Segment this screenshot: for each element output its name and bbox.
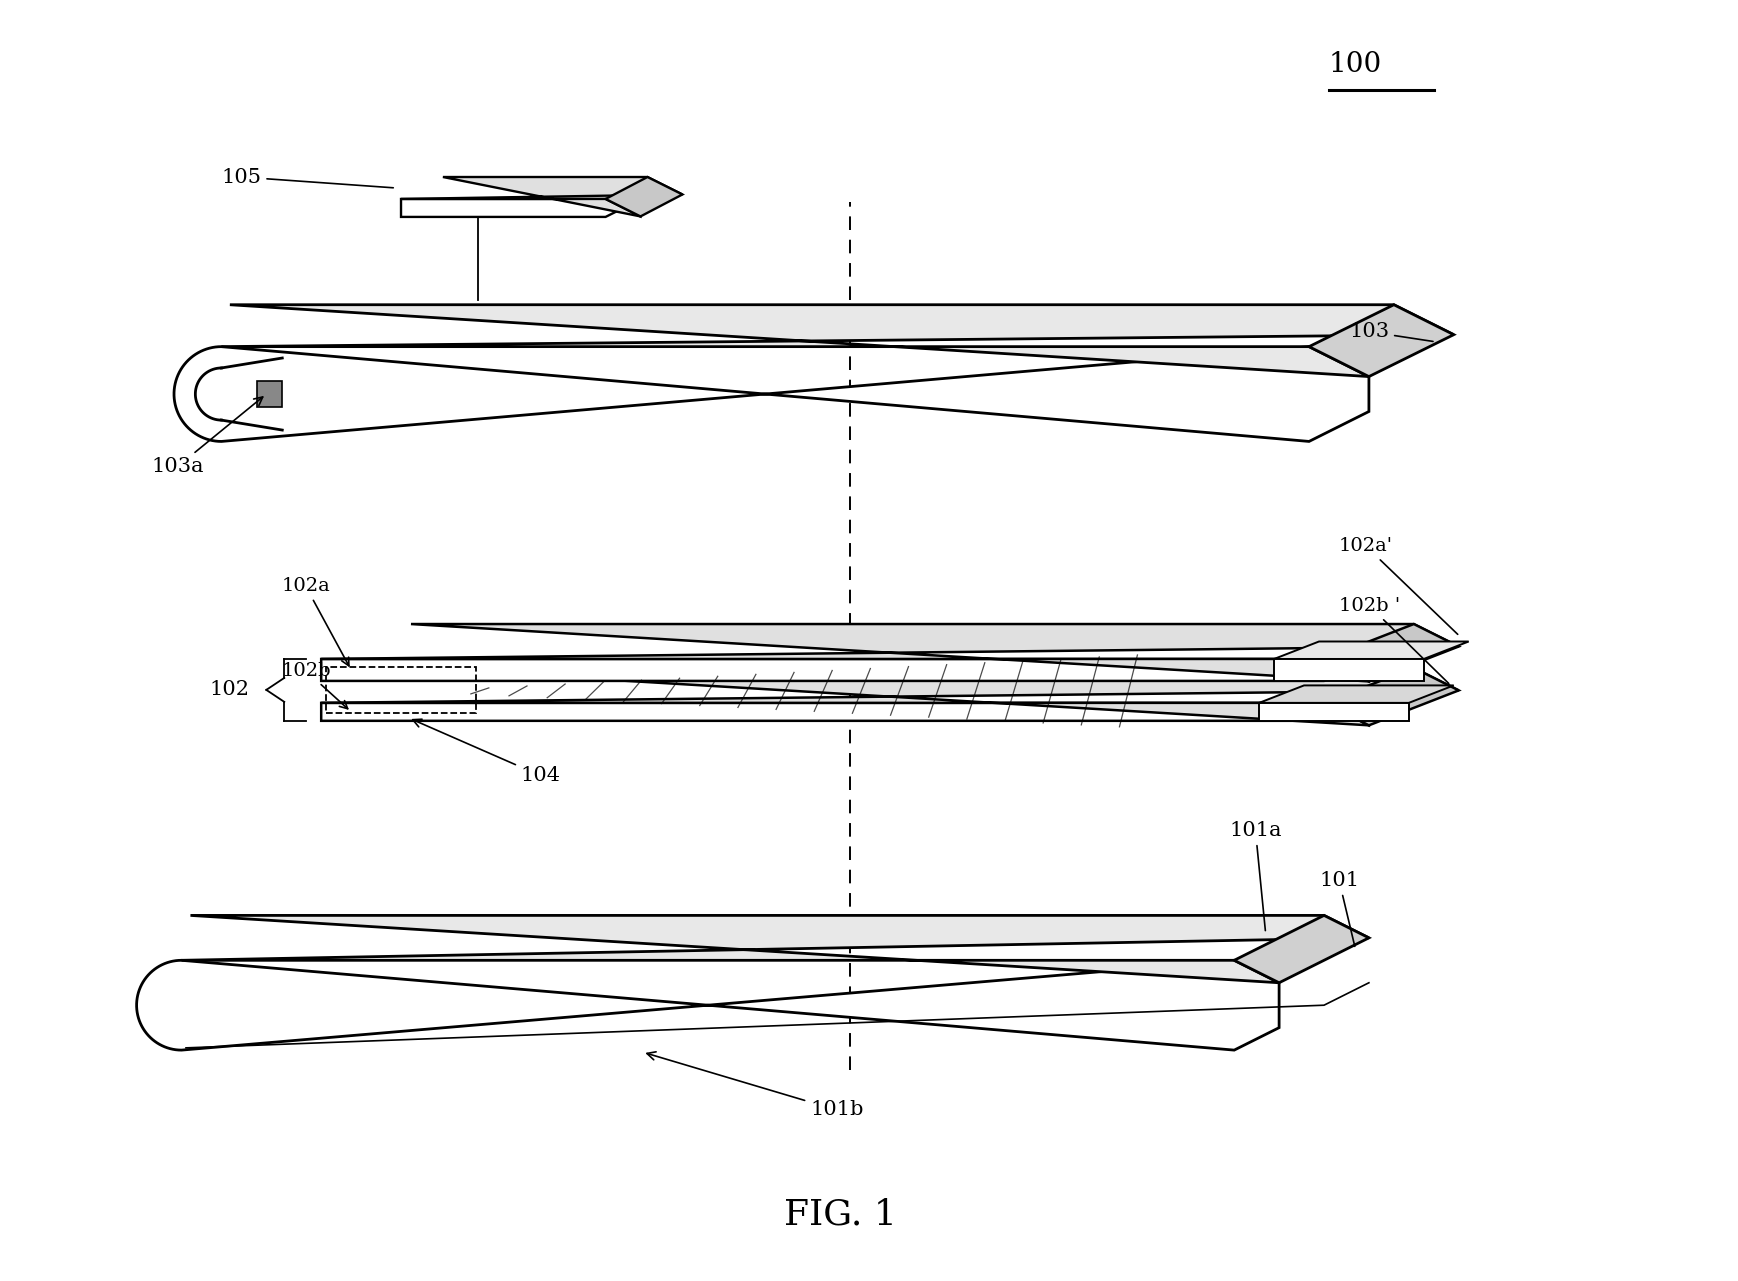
Polygon shape — [1258, 685, 1453, 703]
Text: 105: 105 — [221, 168, 393, 188]
Polygon shape — [221, 305, 1453, 377]
Polygon shape — [1324, 624, 1458, 681]
Text: 101: 101 — [1319, 871, 1359, 947]
Polygon shape — [322, 698, 1370, 725]
Polygon shape — [401, 199, 641, 216]
Text: 102: 102 — [209, 680, 249, 699]
Bar — [327, 667, 476, 712]
Text: 103a: 103a — [151, 397, 262, 475]
Text: 101a: 101a — [1229, 821, 1281, 930]
Polygon shape — [174, 347, 1370, 442]
Polygon shape — [1258, 703, 1410, 721]
Text: 102b ': 102b ' — [1338, 597, 1449, 684]
Text: FIG. 1: FIG. 1 — [784, 1198, 897, 1232]
Polygon shape — [401, 177, 683, 216]
Polygon shape — [137, 961, 1279, 1050]
Polygon shape — [605, 177, 683, 216]
Text: 101b: 101b — [647, 1052, 864, 1120]
Polygon shape — [322, 658, 1370, 681]
Text: 102a: 102a — [282, 578, 349, 666]
Polygon shape — [1324, 667, 1458, 725]
Bar — [257, 380, 282, 407]
Text: 104: 104 — [412, 719, 561, 785]
Text: 103: 103 — [1349, 322, 1434, 342]
Polygon shape — [322, 667, 1458, 725]
Polygon shape — [1234, 916, 1370, 983]
Text: 102a': 102a' — [1338, 537, 1458, 634]
Polygon shape — [1274, 658, 1423, 681]
Polygon shape — [181, 916, 1370, 983]
Text: 102b: 102b — [282, 662, 348, 708]
Polygon shape — [322, 624, 1458, 681]
Polygon shape — [1309, 305, 1453, 377]
Polygon shape — [1274, 642, 1469, 658]
Text: 100: 100 — [1330, 51, 1382, 78]
